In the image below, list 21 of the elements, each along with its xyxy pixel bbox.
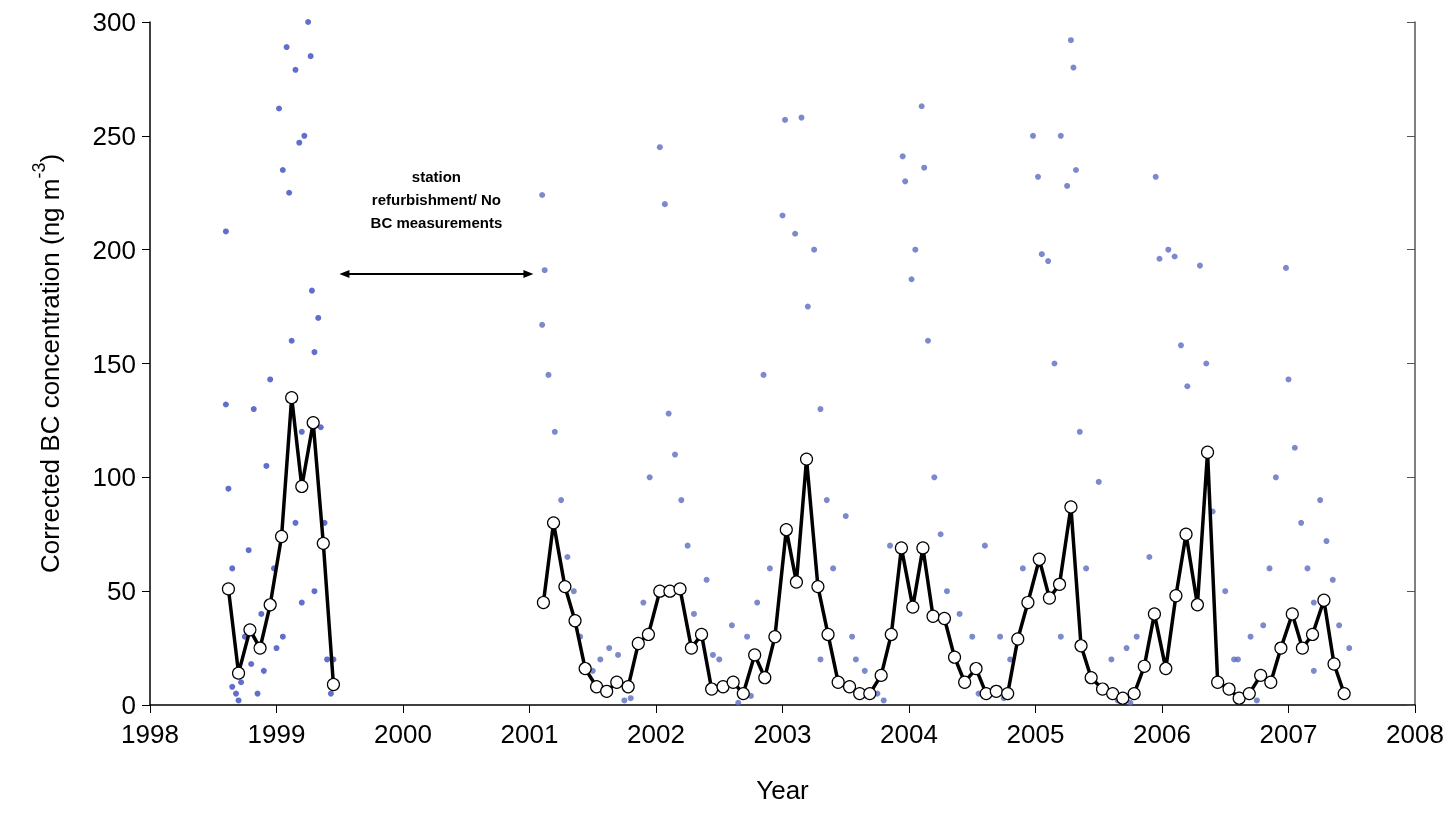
x-tick-label: 2001: [500, 719, 559, 749]
y-axis-title: Corrected BC concentration (ng m-3): [29, 153, 65, 574]
y-tick-label: 200: [92, 234, 136, 265]
x-tick-label: 1999: [247, 719, 306, 749]
x-tick-label: 2007: [1259, 719, 1318, 749]
y-tick-label: 300: [92, 7, 136, 37]
x-tick-label: 2006: [1133, 719, 1191, 749]
x-tick-label: 2008: [1386, 719, 1444, 749]
x-tick-label: 2002: [627, 719, 685, 749]
x-tick-label: 1998: [121, 719, 179, 749]
x-tick-label: 2005: [1006, 719, 1065, 749]
y-tick-label: 50: [107, 576, 136, 607]
y-tick-label: 250: [92, 120, 136, 151]
y-tick-label: 100: [92, 462, 136, 493]
x-axis-title: Year: [756, 775, 810, 805]
x-tick-label: 2004: [880, 719, 938, 749]
y-tick-label: 0: [121, 690, 136, 720]
x-tick-label: 2000: [374, 719, 432, 749]
y-tick-label: 150: [92, 348, 136, 379]
x-tick-label: 2003: [753, 719, 812, 749]
annotation: station refurbishment/ No BC measurements: [370, 168, 503, 231]
